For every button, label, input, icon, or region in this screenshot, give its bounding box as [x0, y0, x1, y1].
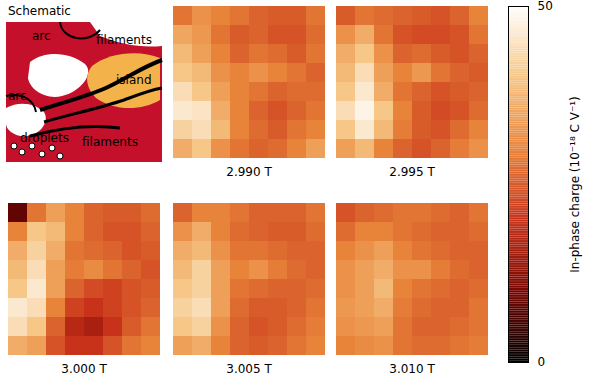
svg-text:filaments: filaments — [96, 33, 152, 47]
html-text:2.995 T: 2.995 T — [389, 165, 435, 179]
svg-text:In-phase charge (10⁻¹⁸ C V⁻¹): In-phase charge (10⁻¹⁸ C V⁻¹) — [568, 96, 582, 273]
html-text:3.005 T: 3.005 T — [226, 362, 272, 376]
svg-text:50: 50 — [538, 0, 553, 13]
svg-text:filaments: filaments — [82, 135, 138, 149]
svg-text:droplets: droplets — [20, 131, 69, 145]
svg-text:arc: arc — [32, 29, 51, 43]
svg-text:Schematic: Schematic — [8, 4, 71, 18]
html-text:3.000 T: 3.000 T — [61, 362, 107, 376]
svg-text:arc: arc — [8, 89, 27, 103]
svg-text:0: 0 — [538, 355, 546, 369]
svg-text:island: island — [116, 73, 152, 87]
html-text:3.010 T: 3.010 T — [389, 362, 435, 376]
html-text:2.990 T: 2.990 T — [226, 165, 272, 179]
